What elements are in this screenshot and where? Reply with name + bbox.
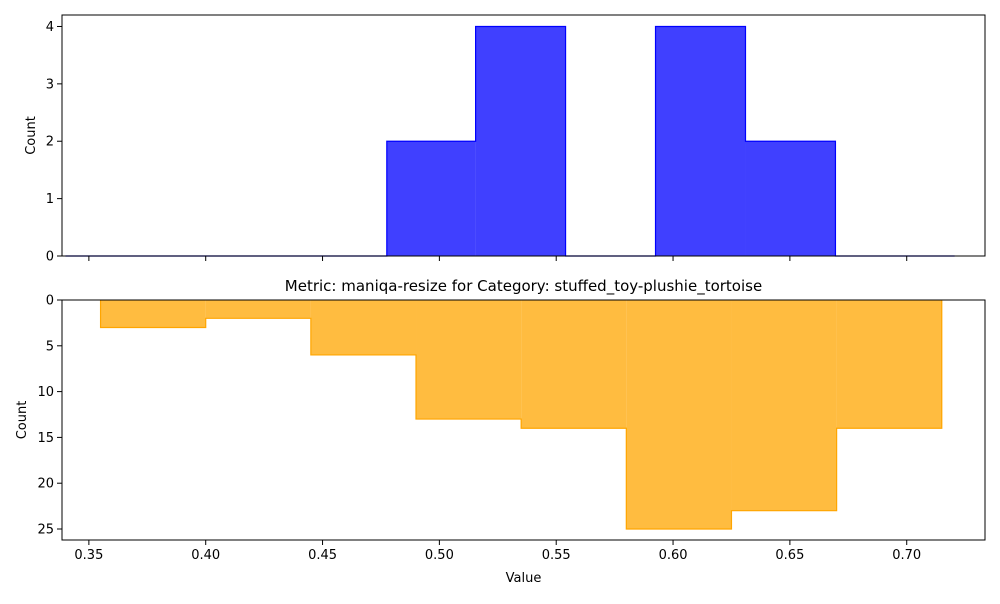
y-tick-label: 5	[46, 339, 54, 354]
histogram-bin	[386, 141, 476, 256]
x-tick-label: 0.60	[659, 548, 688, 563]
x-tick-label: 0.45	[308, 548, 337, 563]
histogram-bin	[626, 300, 732, 530]
y-tick-label: 0	[46, 294, 54, 309]
x-tick-label: 0.35	[74, 548, 103, 563]
histogram-bin	[836, 300, 942, 429]
histogram-bin	[100, 300, 206, 328]
x-tick-label: 0.65	[775, 548, 804, 563]
chart-title: Metric: maniqa-resize for Category: stuf…	[285, 277, 762, 296]
y-tick-label: 15	[37, 431, 54, 446]
y-tick-label: 10	[37, 385, 54, 400]
y-axis-label: Count	[15, 401, 30, 440]
plot-frame	[61, 299, 986, 541]
x-axis-label: Value	[506, 571, 542, 586]
histogram-bin	[310, 300, 417, 355]
histogram-bin	[416, 300, 522, 420]
x-tick-label: 0.55	[542, 548, 571, 563]
plot-frame	[61, 14, 986, 257]
y-tick-label: 1	[46, 192, 54, 207]
y-tick-label: 3	[46, 77, 54, 92]
y-tick-label: 2	[46, 135, 54, 150]
y-tick-label: 20	[37, 477, 54, 492]
histogram-bin	[205, 300, 311, 319]
histogram-bin	[655, 26, 746, 257]
histogram-bin	[731, 300, 837, 511]
y-axis-label: Count	[24, 116, 39, 155]
y-tick-label: 4	[46, 20, 54, 35]
histogram-outline	[99, 300, 943, 530]
histogram-bin	[521, 300, 627, 429]
x-tick-label: 0.50	[425, 548, 454, 563]
y-tick-label: 0	[46, 250, 54, 265]
x-tick-label: 0.70	[892, 548, 921, 563]
x-tick-label: 0.40	[191, 548, 220, 563]
histogram-bin	[475, 26, 566, 257]
histogram-bin	[745, 141, 836, 256]
y-tick-label: 25	[37, 523, 54, 538]
